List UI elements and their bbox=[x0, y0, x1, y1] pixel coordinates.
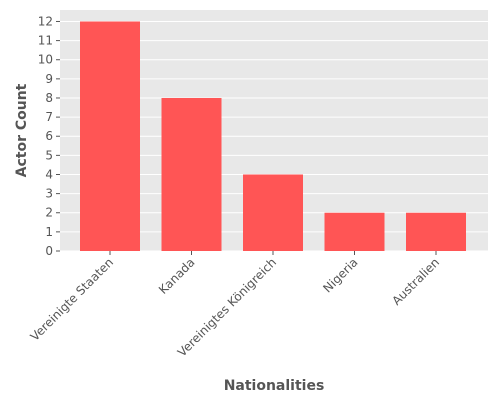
y-tick-label: 3 bbox=[45, 187, 53, 201]
bars bbox=[80, 21, 466, 251]
bar bbox=[243, 174, 303, 251]
y-tick-label: 12 bbox=[38, 14, 53, 28]
bar bbox=[324, 212, 385, 251]
y-tick-label: 6 bbox=[45, 129, 53, 143]
x-tick-label: Australien bbox=[389, 255, 442, 308]
x-tick-label: Vereinigte Staaten bbox=[28, 255, 117, 344]
y-tick-label: 0 bbox=[45, 244, 53, 258]
bar bbox=[80, 21, 140, 251]
y-tick-label: 1 bbox=[45, 225, 53, 239]
y-tick-label: 7 bbox=[45, 110, 53, 124]
y-tick-label: 10 bbox=[38, 53, 53, 67]
y-tick-label: 4 bbox=[45, 167, 53, 181]
y-tick-label: 8 bbox=[45, 91, 53, 105]
y-tick-label: 2 bbox=[45, 206, 53, 220]
bar bbox=[161, 97, 222, 251]
y-tick-label: 9 bbox=[45, 72, 53, 86]
y-tick-label: 5 bbox=[45, 148, 53, 162]
x-tick-label: Kanada bbox=[156, 255, 198, 297]
y-tick-label: 11 bbox=[38, 34, 53, 48]
x-tick-label: Nigeria bbox=[320, 255, 360, 295]
x-axis-title: Nationalities bbox=[224, 378, 325, 394]
bar bbox=[406, 212, 466, 251]
y-axis-title: Actor Count bbox=[14, 83, 30, 177]
